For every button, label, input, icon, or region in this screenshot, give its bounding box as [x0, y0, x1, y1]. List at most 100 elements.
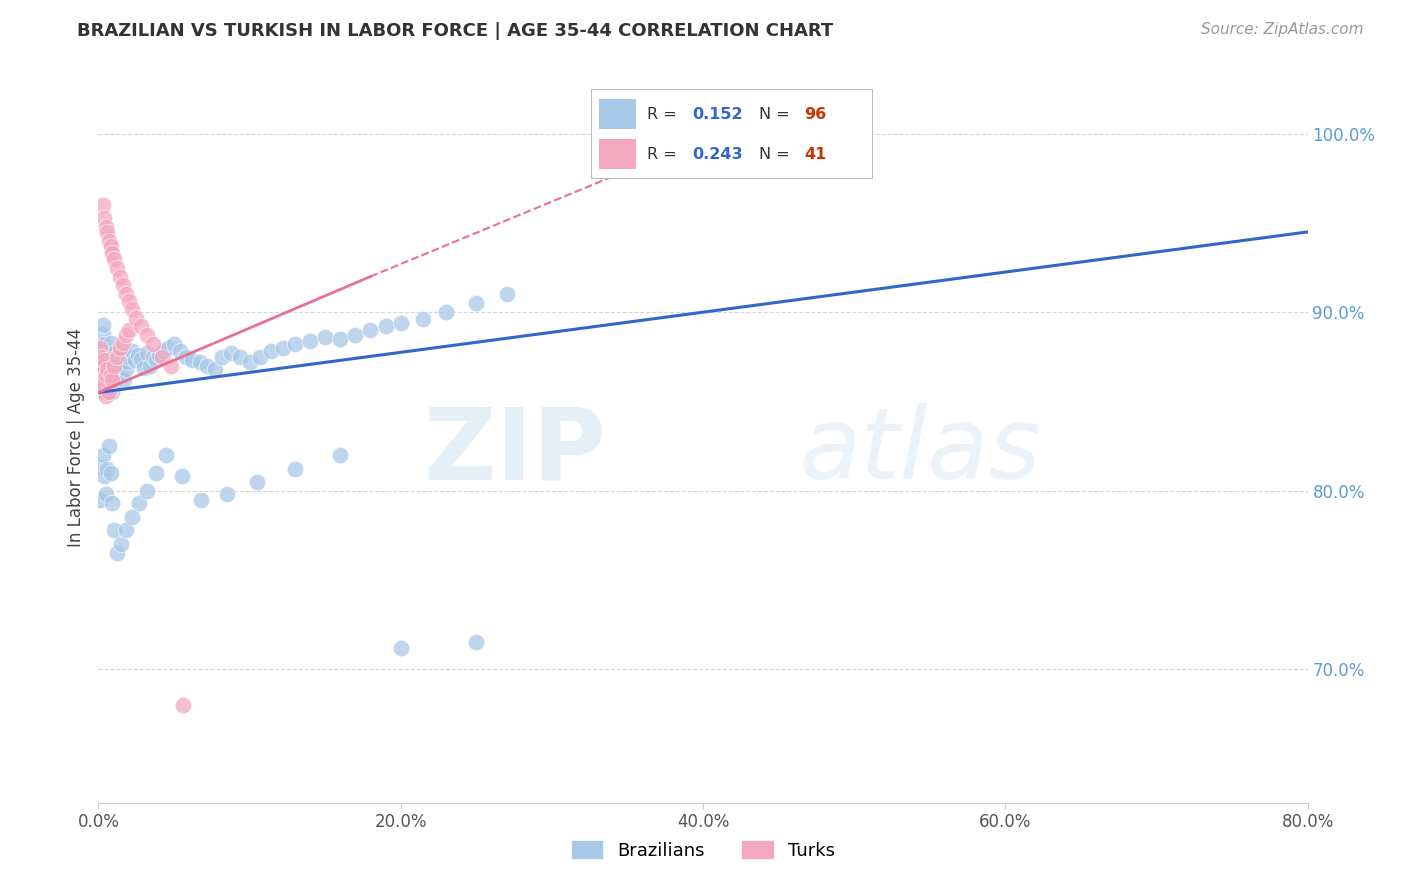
Legend: Brazilians, Turks: Brazilians, Turks [571, 840, 835, 860]
Point [98, 351, 121, 366]
Point [103, 346, 125, 360]
Point [89, 384, 111, 398]
Point [374, 319, 396, 334]
Point [284, 462, 307, 476]
Point [89, 492, 111, 507]
Point [239, 355, 262, 369]
Point [93, 353, 115, 368]
Point [94, 487, 117, 501]
Point [163, 337, 186, 351]
Point [249, 350, 271, 364]
Point [195, 359, 218, 373]
Point [93, 376, 115, 391]
Point [204, 362, 226, 376]
Point [215, 487, 238, 501]
Point [125, 310, 148, 325]
Point [465, 635, 488, 649]
Point [114, 362, 136, 376]
Point [389, 640, 412, 655]
Point [160, 359, 183, 373]
Text: ZIP: ZIP [423, 403, 606, 500]
Point [135, 346, 157, 360]
Point [246, 475, 269, 489]
Point [105, 357, 128, 371]
Point [94, 360, 117, 375]
Point [101, 362, 124, 376]
Point [100, 239, 122, 253]
Point [101, 373, 124, 387]
Point [94, 348, 117, 362]
FancyBboxPatch shape [599, 99, 636, 129]
Point [103, 375, 125, 389]
Point [172, 698, 194, 712]
Point [111, 335, 134, 350]
Point [110, 537, 132, 551]
Point [110, 364, 132, 378]
Point [271, 341, 294, 355]
Point [96, 225, 118, 239]
Text: N =: N = [759, 107, 796, 121]
Point [221, 346, 243, 360]
Point [156, 341, 179, 355]
Point [108, 359, 131, 373]
Point [94, 368, 117, 382]
Point [108, 341, 131, 355]
Point [139, 359, 162, 373]
Point [101, 385, 124, 400]
Point [100, 359, 122, 373]
Point [91, 376, 114, 391]
Point [101, 246, 124, 260]
Point [101, 496, 124, 510]
Point [284, 337, 307, 351]
Point [118, 350, 141, 364]
Point [94, 219, 117, 234]
Point [121, 344, 143, 359]
Point [434, 305, 457, 319]
Point [100, 466, 122, 480]
Point [128, 496, 150, 510]
Text: 96: 96 [804, 107, 827, 121]
Point [94, 385, 117, 400]
Point [91, 359, 114, 373]
Point [91, 380, 114, 394]
Point [129, 319, 152, 334]
Point [98, 385, 121, 400]
Point [360, 323, 382, 337]
Point [181, 353, 204, 368]
Point [412, 312, 434, 326]
Point [142, 350, 165, 364]
Point [115, 355, 138, 369]
Point [148, 348, 170, 362]
Point [188, 355, 211, 369]
Point [105, 546, 128, 560]
Text: R =: R = [647, 147, 682, 161]
Point [93, 211, 115, 225]
Point [299, 334, 322, 348]
Text: BRAZILIAN VS TURKISH IN LABOR FORCE | AGE 35-44 CORRELATION CHART: BRAZILIAN VS TURKISH IN LABOR FORCE | AG… [77, 22, 834, 40]
Point [329, 332, 352, 346]
Point [190, 492, 212, 507]
Point [91, 318, 114, 332]
Point [90, 369, 112, 384]
Point [107, 368, 129, 382]
Point [93, 337, 115, 351]
Point [127, 348, 149, 362]
Point [129, 351, 152, 366]
Point [108, 269, 131, 284]
Point [96, 462, 118, 476]
Point [104, 353, 127, 368]
Point [211, 350, 233, 364]
Point [98, 439, 121, 453]
Point [105, 260, 128, 275]
Point [174, 350, 197, 364]
Point [124, 353, 146, 368]
Point [114, 287, 136, 301]
Point [90, 460, 112, 475]
Point [132, 360, 155, 375]
Text: atlas: atlas [800, 403, 1042, 500]
Point [114, 328, 136, 343]
Point [89, 359, 111, 373]
Point [114, 523, 136, 537]
Point [89, 341, 111, 355]
Point [142, 337, 165, 351]
